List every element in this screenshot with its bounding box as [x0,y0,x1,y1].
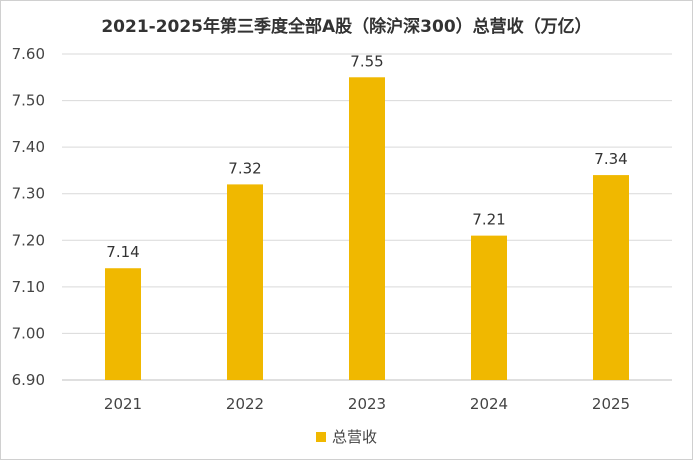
chart-title: 2021-2025年第三季度全部A股（除沪深300）总营收（万亿） [101,17,592,37]
bar-2025 [593,175,629,380]
bar-2022 [227,184,263,380]
bar-2021 [105,268,141,380]
x-tick-label-2022: 2022 [226,395,264,413]
bar-2024 [471,235,507,380]
chart-legend: 总营收 [0,426,693,447]
y-tick-label: 7.60 [12,45,45,63]
legend-swatch [315,431,326,442]
bar-2023 [349,77,385,381]
x-tick-label-2024: 2024 [470,395,508,413]
data-label-2024: 7.21 [472,211,505,229]
y-tick-label: 7.20 [12,231,45,249]
y-tick-label: 6.90 [12,371,45,389]
data-label-2023: 7.55 [350,52,383,70]
y-tick-label: 7.00 [12,324,45,342]
data-label-2021: 7.14 [106,243,139,261]
y-tick-label: 7.50 [12,92,45,110]
x-tick-label-2021: 2021 [104,395,142,413]
y-tick-label: 7.30 [12,185,45,203]
y-tick-label: 7.40 [12,138,45,156]
y-tick-label: 7.10 [12,278,45,296]
x-tick-label-2023: 2023 [348,395,386,413]
data-label-2025: 7.34 [594,150,627,168]
x-tick-label-2025: 2025 [592,395,630,413]
legend-label: 总营收 [331,428,377,446]
data-label-2022: 7.32 [228,159,261,177]
